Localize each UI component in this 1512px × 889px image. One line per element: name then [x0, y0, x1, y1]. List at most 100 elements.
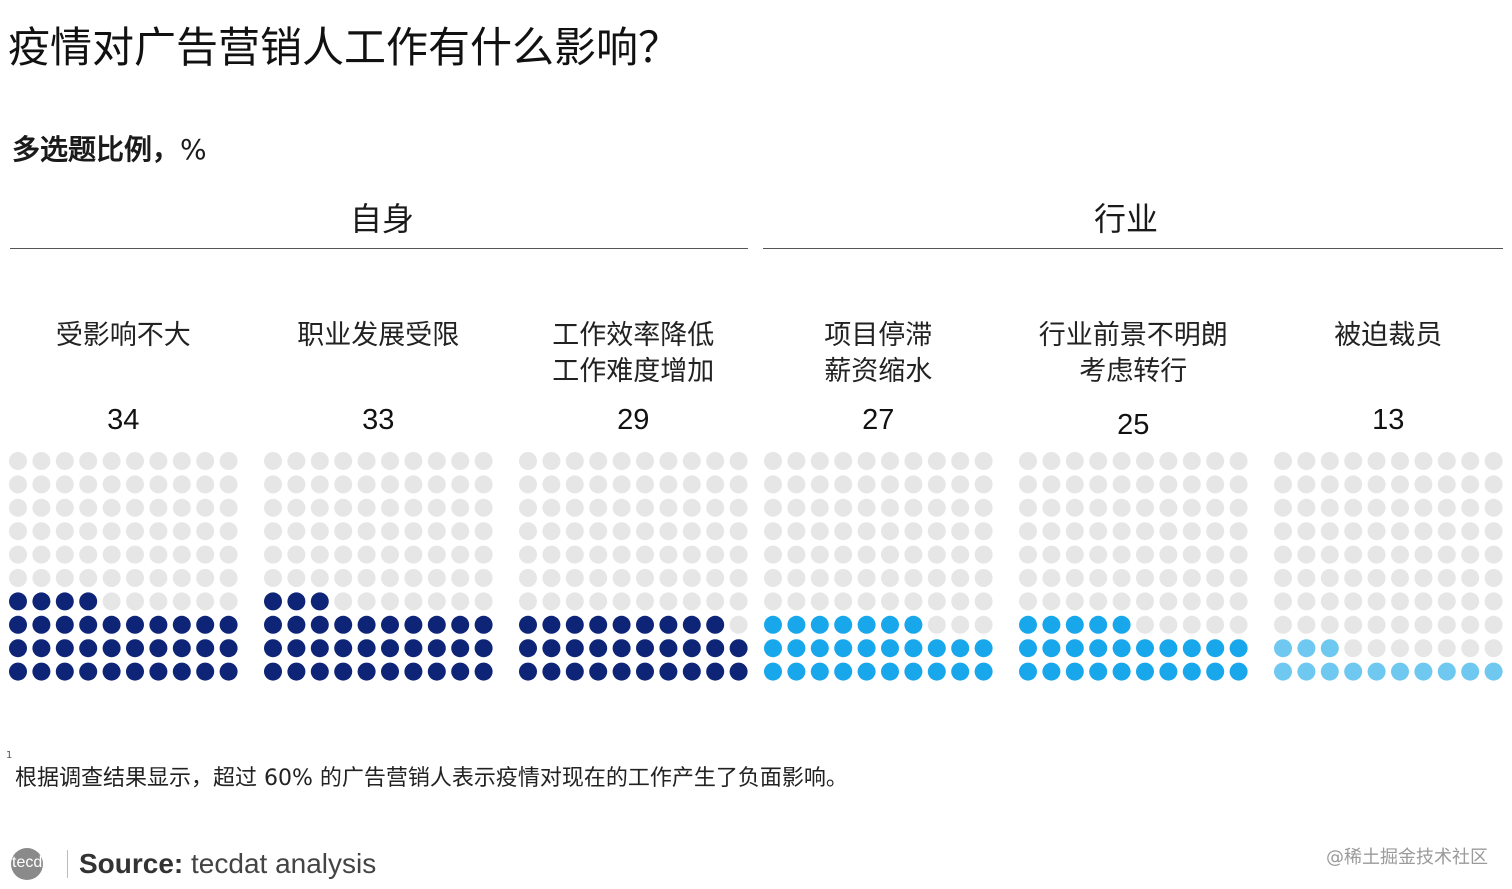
waffle-dot-empty — [1367, 592, 1386, 611]
waffle-dot-empty — [1112, 592, 1131, 611]
category-label-line: 被迫裁员 — [1334, 320, 1443, 351]
waffle-dot-empty — [1229, 592, 1248, 611]
waffle-dot-empty — [1414, 475, 1433, 494]
waffle-dot-filled — [659, 639, 678, 658]
waffle-dot-empty — [810, 498, 829, 517]
waffle-dot-empty — [196, 545, 215, 564]
waffle-dot-empty — [612, 545, 631, 564]
waffle-dot-empty — [881, 569, 899, 587]
waffle-dot-empty — [1042, 522, 1061, 541]
waffle-dot-empty — [659, 569, 678, 587]
waffle-dot-empty — [682, 475, 701, 494]
waffle-dot-empty — [451, 592, 470, 611]
waffle-dot-filled — [1019, 639, 1037, 658]
waffle-dot-empty — [149, 592, 168, 611]
waffle-dot-empty — [1391, 592, 1409, 611]
waffle-dot-empty — [1461, 592, 1480, 611]
waffle-dot-filled — [264, 639, 282, 658]
waffle-dot-empty — [787, 569, 806, 587]
waffle-dot-empty — [1484, 545, 1503, 564]
waffle-dot-empty — [1112, 452, 1131, 470]
category-label-line: 行业前景不明朗 — [1038, 320, 1228, 351]
waffle-dot-empty — [126, 569, 144, 587]
waffle-dot-empty — [810, 569, 829, 587]
waffle-dot-empty — [172, 592, 191, 611]
waffle-dot-empty — [787, 452, 806, 470]
waffle-dot-empty — [381, 592, 399, 611]
waffle-dot-empty — [1391, 475, 1409, 494]
waffle-dot-empty — [1136, 522, 1154, 541]
waffle-dot-filled — [904, 662, 923, 681]
waffle-dot-empty — [196, 522, 215, 541]
waffle-dot-empty — [764, 545, 782, 564]
waffle-dot-empty — [636, 475, 654, 494]
waffle-dot-filled — [1391, 662, 1409, 681]
waffle-dot-empty — [1297, 475, 1316, 494]
waffle-dot-empty — [519, 569, 537, 587]
waffle-dot-filled — [381, 639, 399, 658]
waffle-dot-empty — [904, 452, 923, 470]
waffle-dot-empty — [264, 522, 282, 541]
waffle-dot-empty — [1320, 615, 1339, 634]
waffle-dot-empty — [1089, 452, 1108, 470]
waffle-dot-empty — [264, 545, 282, 564]
waffle-dot-empty — [219, 592, 238, 611]
waffle-dot-filled — [1112, 639, 1131, 658]
category-label: 项目停滞 薪资缩水 — [748, 318, 1008, 390]
waffle-dot-empty — [102, 522, 121, 541]
waffle-dot-filled — [1159, 662, 1178, 681]
waffle-dot-empty — [451, 498, 470, 517]
waffle-dot-filled — [287, 662, 306, 681]
waffle-dot-empty — [1229, 522, 1248, 541]
waffle-dot-empty — [636, 498, 654, 517]
waffle-dot-empty — [79, 545, 98, 564]
waffle-dot-empty — [1274, 522, 1292, 541]
waffle-dot-filled — [857, 615, 876, 634]
waffle-dot-filled — [659, 662, 678, 681]
waffle-dot-empty — [951, 615, 970, 634]
waffle-dot-filled — [9, 662, 27, 681]
group-label-industry: 行业 — [1093, 200, 1158, 238]
logo-text: tecdat — [12, 854, 56, 872]
waffle-dot-empty — [1182, 498, 1201, 517]
category-label: 行业前景不明朗 考虑转行 — [1003, 318, 1263, 390]
waffle-dot-filled — [219, 615, 238, 634]
waffle-dot-empty — [196, 475, 215, 494]
waffle-dot-filled — [102, 615, 121, 634]
waffle-dot-empty — [927, 569, 946, 587]
waffle-dot-empty — [927, 475, 946, 494]
waffle-dot-empty — [474, 569, 493, 587]
waffle-dot-empty — [881, 592, 899, 611]
waffle-dot-empty — [659, 452, 678, 470]
waffle-dot-empty — [974, 498, 993, 517]
waffle-dot-empty — [474, 592, 493, 611]
waffle-dot-empty — [659, 592, 678, 611]
waffle-dot-filled — [334, 639, 353, 658]
waffle-dot-empty — [1229, 615, 1248, 634]
category-label: 受影响不大 — [0, 318, 253, 354]
waffle-dot-empty — [1182, 545, 1201, 564]
waffle-dot-empty — [1019, 569, 1037, 587]
waffle-dot-filled — [474, 662, 493, 681]
waffle-dot-empty — [1437, 452, 1456, 470]
waffle-dot-filled — [904, 615, 923, 634]
waffle-dot-empty — [474, 498, 493, 517]
waffle-dot-empty — [102, 592, 121, 611]
waffle-dot-filled — [196, 639, 215, 658]
waffle-dot-filled — [1065, 662, 1084, 681]
waffle-dot-empty — [310, 522, 329, 541]
waffle-dot-empty — [904, 498, 923, 517]
waffle-dot-empty — [149, 475, 168, 494]
waffle-dot-filled — [357, 615, 376, 634]
waffle-dot-empty — [904, 475, 923, 494]
waffle-dot-filled — [310, 662, 329, 681]
waffle-dot-empty — [102, 569, 121, 587]
category-value: 27 — [862, 404, 895, 436]
waffle-dot-empty — [659, 475, 678, 494]
waffle-dot-empty — [1437, 569, 1456, 587]
waffle-dot-empty — [612, 475, 631, 494]
waffle-dot-filled — [787, 615, 806, 634]
waffle-dot-empty — [519, 522, 537, 541]
waffle-dot-filled — [659, 615, 678, 634]
waffle-dot-empty — [612, 569, 631, 587]
